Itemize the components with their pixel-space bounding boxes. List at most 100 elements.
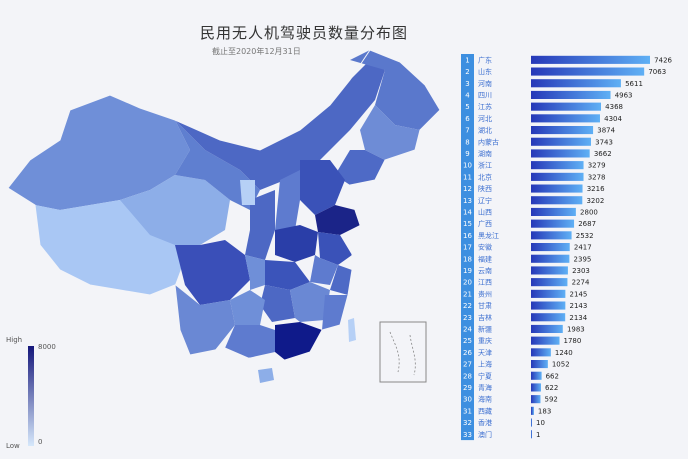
region-shanxi <box>275 170 300 230</box>
region-henan <box>275 225 318 262</box>
bar-value-label: 183 <box>538 407 551 415</box>
province-label: 上海 <box>478 360 492 369</box>
province-label: 浙江 <box>478 161 492 170</box>
province-label: 宁夏 <box>478 371 492 380</box>
region-inner-mongolia <box>175 60 385 190</box>
region-guangxi <box>225 325 275 358</box>
province-label: 湖北 <box>478 126 492 135</box>
province-label: 山西 <box>478 207 492 216</box>
bar <box>531 90 611 99</box>
rank-label: 27 <box>463 361 472 369</box>
bar <box>531 336 560 345</box>
bar-value-label: 5611 <box>625 80 643 88</box>
bar-value-label: 1240 <box>555 349 573 357</box>
province-label: 广东 <box>478 55 492 64</box>
bar <box>531 55 650 64</box>
province-label: 重庆 <box>478 336 492 345</box>
region-taiwan <box>348 318 356 342</box>
province-label: 西藏 <box>478 406 492 415</box>
rank-label: 16 <box>463 232 472 240</box>
rank-label: 12 <box>463 185 472 193</box>
bar <box>531 395 541 404</box>
rank-label: 15 <box>463 220 472 228</box>
province-label: 河南 <box>478 79 492 88</box>
rank-label: 7 <box>465 127 469 135</box>
legend-max-value: 8000 <box>38 343 56 351</box>
bar-value-label: 2143 <box>570 302 588 310</box>
province-label: 吉林 <box>478 313 492 322</box>
bar <box>531 114 600 123</box>
rank-label: 22 <box>463 302 472 310</box>
region-zhejiang <box>330 265 352 295</box>
province-label: 广西 <box>478 219 492 228</box>
region-heilongjiang <box>350 50 440 130</box>
rank-label: 26 <box>463 349 472 357</box>
bar-value-label: 7063 <box>648 68 666 76</box>
bar-value-label: 3662 <box>594 150 612 158</box>
bar <box>531 79 621 88</box>
province-label: 福建 <box>478 254 492 263</box>
province-label: 江西 <box>478 279 492 287</box>
bar <box>531 278 568 287</box>
rank-label: 13 <box>463 197 472 205</box>
region-jilin <box>360 105 420 160</box>
bar-value-label: 3743 <box>595 138 613 146</box>
province-label: 甘肃 <box>478 301 492 310</box>
bar-value-label: 2303 <box>572 267 590 275</box>
province-label: 黑龙江 <box>478 231 499 240</box>
china-map <box>7 49 441 383</box>
bar-value-label: 1 <box>536 431 540 439</box>
region-anhui <box>310 255 338 285</box>
rank-label: 10 <box>463 162 472 170</box>
bar <box>531 207 576 216</box>
rank-label: 11 <box>463 173 472 181</box>
bar-value-label: 2800 <box>580 208 598 216</box>
bar-value-label: 3202 <box>586 197 604 205</box>
province-label: 香港 <box>478 418 492 427</box>
bar <box>531 383 541 392</box>
region-xinjiang <box>8 95 190 210</box>
chart-subtitle: 截止至2020年12月31日 <box>212 47 301 56</box>
region-guizhou <box>230 290 265 325</box>
bar <box>531 313 566 322</box>
rank-label: 29 <box>463 384 472 392</box>
bar-value-label: 2274 <box>572 279 590 287</box>
bar <box>531 137 591 146</box>
bar <box>531 184 583 193</box>
rank-label: 23 <box>463 314 472 322</box>
bar-value-label: 3279 <box>588 162 606 170</box>
bar <box>531 102 601 111</box>
region-jiangxi <box>290 282 330 322</box>
region-shandong <box>315 205 360 235</box>
region-chongqing <box>245 255 265 290</box>
bar-value-label: 10 <box>536 419 545 427</box>
region-shaanxi <box>245 190 275 260</box>
inset-dashes <box>389 331 416 376</box>
rank-label: 19 <box>463 267 472 275</box>
legend-high-label: High <box>6 336 23 344</box>
rank-label: 32 <box>463 419 472 427</box>
bar-value-label: 2395 <box>574 255 592 263</box>
region-hebei <box>300 160 345 215</box>
province-label: 北京 <box>478 172 492 181</box>
bar <box>531 219 575 228</box>
province-label: 青海 <box>478 383 492 392</box>
province-label: 海南 <box>478 395 492 404</box>
province-label: 山东 <box>478 67 492 76</box>
bar <box>531 172 584 181</box>
province-label: 河北 <box>478 115 492 123</box>
province-label: 安徽 <box>478 243 492 252</box>
bar <box>531 149 590 158</box>
rank-label: 33 <box>463 431 472 439</box>
bar <box>531 371 542 380</box>
rank-label: 30 <box>463 396 472 404</box>
bar-value-label: 2145 <box>570 290 588 298</box>
bar <box>531 289 566 298</box>
rank-label: 14 <box>463 208 472 216</box>
rank-label: 3 <box>465 80 469 88</box>
region-sichuan <box>175 240 250 305</box>
province-label: 辽宁 <box>478 196 492 205</box>
province-label: 新疆 <box>478 324 492 333</box>
bar <box>531 196 583 205</box>
